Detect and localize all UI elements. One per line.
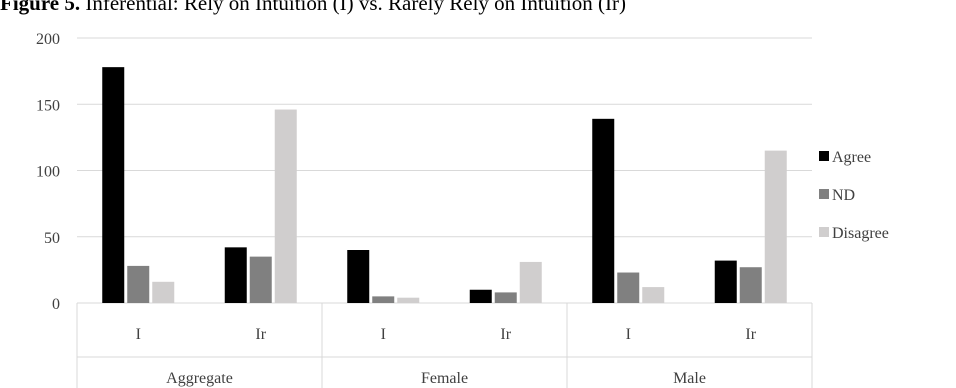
legend-label-nd: ND <box>832 187 855 204</box>
bar-disagree-0 <box>152 281 175 303</box>
bar-agree-0 <box>102 67 125 304</box>
x-tick-label: Ir <box>255 326 266 343</box>
bar-nd-0 <box>127 265 150 303</box>
gridlines <box>77 37 812 304</box>
bar-disagree-1 <box>274 109 297 303</box>
x-tick-label: I <box>136 326 141 343</box>
legend-swatch-nd <box>819 189 829 199</box>
bar-nd-5 <box>739 267 762 303</box>
bar-agree-2 <box>347 250 370 303</box>
bar-disagree-4 <box>642 287 665 303</box>
x-tick-label: Ir <box>745 326 756 343</box>
bar-nd-2 <box>372 296 395 303</box>
y-tick-label: 200 <box>36 31 60 48</box>
group-label: Male <box>673 370 706 387</box>
legend-swatch-disagree <box>819 227 829 237</box>
group-label: Aggregate <box>166 370 233 387</box>
bar-agree-1 <box>224 247 247 303</box>
y-tick-label: 0 <box>52 296 60 313</box>
y-tick-label: 150 <box>36 97 60 114</box>
bar-agree-3 <box>469 289 492 303</box>
bar-agree-4 <box>592 118 615 303</box>
x-tick-label: I <box>626 326 631 343</box>
bar-nd-3 <box>494 292 517 303</box>
bar-agree-5 <box>714 260 737 303</box>
chart-title: Figure 5. Inferential: Rely on Intuition… <box>0 0 626 16</box>
group-label: Female <box>421 370 468 387</box>
bar-nd-1 <box>249 256 272 303</box>
x-axis: I Ir Aggregate I Ir Female I Ir Male <box>76 303 813 388</box>
legend-label-disagree: Disagree <box>832 225 889 242</box>
bar-disagree-5 <box>764 150 787 303</box>
figure-label: Figure 5. <box>0 0 81 15</box>
x-tick-label: I <box>381 326 386 343</box>
y-tick-label: 100 <box>36 164 60 181</box>
figure-caption: Inferential: Rely on Intuition (I) vs. R… <box>85 0 626 15</box>
legend: Agree ND Disagree <box>819 149 889 242</box>
bars <box>102 67 787 304</box>
legend-swatch-agree <box>819 151 829 161</box>
legend-label-agree: Agree <box>832 149 871 166</box>
bar-disagree-3 <box>519 261 542 303</box>
bar-disagree-2 <box>397 297 420 303</box>
x-tick-label: Ir <box>500 326 511 343</box>
y-tick-label: 50 <box>44 230 60 247</box>
bar-nd-4 <box>617 272 640 303</box>
y-axis-ticks: 0 50 100 150 200 <box>36 31 60 313</box>
